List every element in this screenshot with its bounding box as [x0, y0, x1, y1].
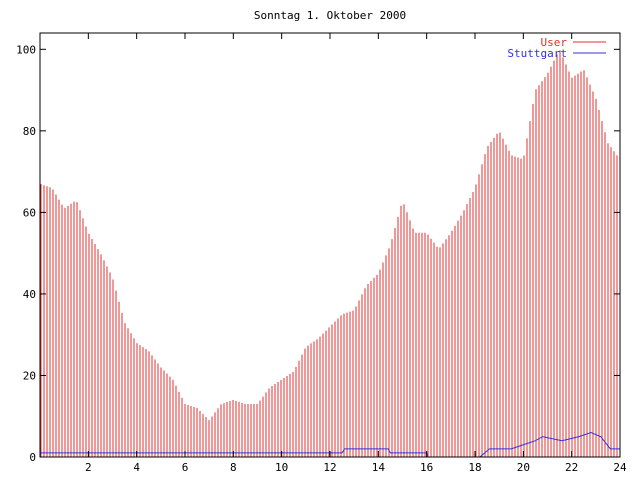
x-tick-label: 2: [85, 461, 92, 474]
y-tick-label: 20: [23, 369, 36, 382]
y-tick-label: 80: [23, 125, 36, 138]
x-tick-label: 24: [613, 461, 627, 474]
user-bars: [40, 50, 618, 457]
chart-title: Sonntag 1. Oktober 2000: [254, 9, 406, 22]
stuttgart-line-layer: [40, 432, 620, 458]
y-tick-label: 0: [29, 451, 36, 464]
x-tick-label: 6: [182, 461, 189, 474]
x-tick-label: 8: [230, 461, 237, 474]
x-tick-label: 14: [372, 461, 386, 474]
x-tick-label: 4: [133, 461, 140, 474]
y-tick-label: 100: [16, 43, 36, 56]
y-tick-label: 60: [23, 206, 36, 219]
x-tick-label: 18: [468, 461, 481, 474]
x-tick-label: 12: [323, 461, 336, 474]
stuttgart-line: [40, 432, 620, 458]
y-tick-label: 40: [23, 288, 36, 301]
x-tick-label: 22: [565, 461, 578, 474]
x-tick-label: 16: [420, 461, 433, 474]
legend-label-stuttgart: Stuttgart: [507, 47, 567, 60]
legend-label-user: User: [541, 36, 568, 49]
x-tick-label: 10: [275, 461, 288, 474]
x-tick-label: 20: [517, 461, 530, 474]
legend: User Stuttgart: [507, 36, 606, 60]
